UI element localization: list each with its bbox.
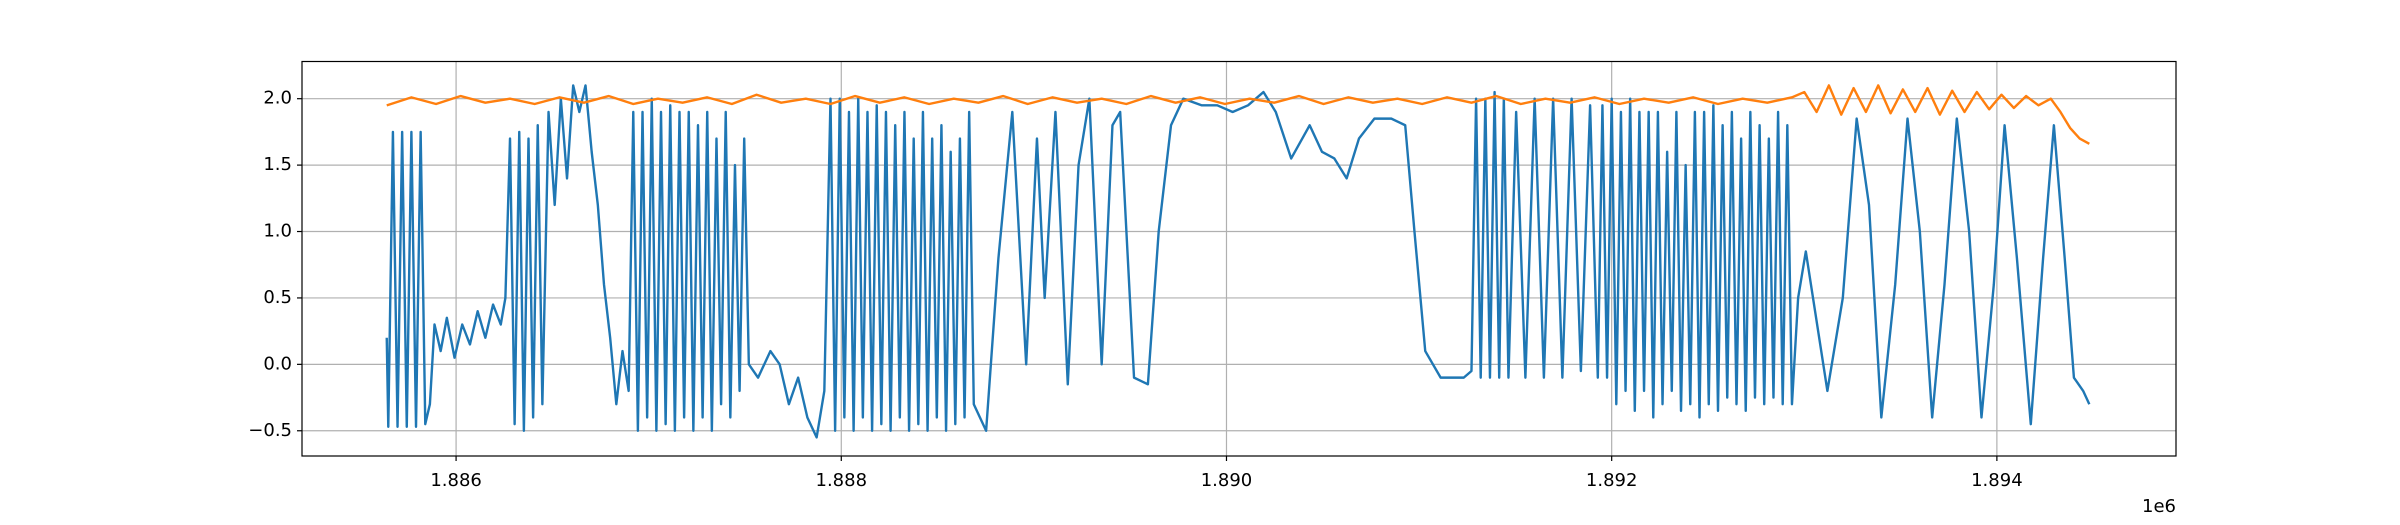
x-tick-label: 1.888 [816,470,868,491]
y-tick-label: 1.0 [263,221,292,242]
x-tick-label: 1.892 [1586,470,1638,491]
y-tick-label: −0.5 [248,420,292,441]
y-tick-label: 0.0 [263,353,292,374]
x-tick-label: 1.890 [1201,470,1253,491]
x-tick-label: 1.894 [1971,470,2023,491]
plot-area [385,84,2091,439]
series-line [385,84,2091,439]
y-tick-label: 2.0 [263,88,292,109]
series-line [386,84,2090,145]
y-tick-label: 0.5 [263,287,292,308]
x-tick-label: 1.886 [430,470,482,491]
ticks: 1.886 1.888 1.890 1.892 1.894 −0.5 0.0 0.5 1.0 1.… [248,88,2022,491]
y-tick-label: 1.5 [263,154,292,175]
x-offset-label: 1e6 [2142,496,2176,517]
axes-frame [301,60,2177,457]
